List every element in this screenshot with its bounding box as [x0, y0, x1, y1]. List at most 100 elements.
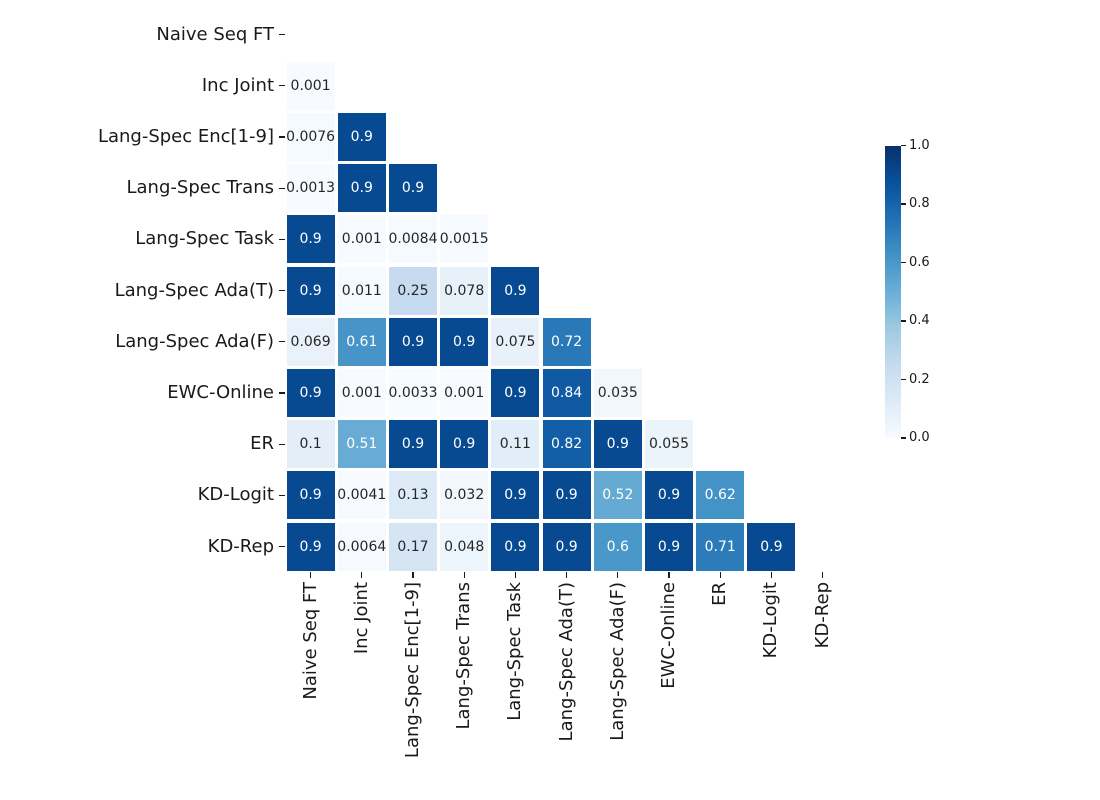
- row-label: KD-Logit: [197, 484, 274, 506]
- x-tick-mark: [566, 572, 568, 579]
- cell-value: 0.0084: [388, 231, 438, 248]
- heatmap: 0.001 0.0076 0.9 0.0013 0.9 0.9 0.9 0.001 0.0084…: [285, 9, 849, 573]
- colorbar-tick-label: 0.8: [909, 196, 930, 211]
- colorbar-tick-mark: [900, 261, 906, 264]
- y-tick-mark: [279, 290, 285, 292]
- x-tick-mark: [617, 572, 619, 579]
- x-tick-mark: [361, 572, 363, 579]
- y-tick-mark: [279, 238, 285, 240]
- cell-value: 0.9: [299, 231, 322, 248]
- y-tick-mark: [279, 341, 285, 343]
- heatmap-cell: 0.075: [491, 317, 540, 366]
- cell-value: 0.61: [346, 333, 378, 350]
- cell-value: 0.52: [602, 487, 634, 504]
- heatmap-cell: 0.001: [337, 368, 386, 418]
- cell-value: 0.17: [397, 538, 429, 555]
- y-tick-mark: [279, 443, 285, 445]
- cell-value: 0.0015: [439, 231, 489, 248]
- heatmap-cell: 0.25: [388, 266, 438, 315]
- heatmap-cell: 0.001: [337, 215, 386, 264]
- col-label: Inc Joint: [350, 582, 372, 655]
- heatmap-cell: 0.9: [542, 471, 591, 520]
- x-tick-mark: [822, 572, 824, 579]
- cell-value: 0.9: [504, 384, 527, 401]
- cell-value: 0.9: [299, 282, 322, 299]
- cell-value: 0.001: [341, 384, 382, 401]
- cell-value: 0.078: [444, 282, 485, 299]
- colorbar-tick-mark: [900, 203, 906, 205]
- cell-value: 0.001: [341, 231, 382, 248]
- heatmap-cell: 0.9: [337, 112, 386, 162]
- heatmap-cell: 0.0033: [388, 368, 438, 418]
- heatmap-cell: 0.069: [286, 317, 335, 366]
- x-tick-mark: [668, 572, 670, 579]
- cell-value: 0.001: [444, 384, 485, 401]
- cell-value: 0.0033: [388, 384, 438, 401]
- heatmap-cell: 0.001: [286, 61, 335, 110]
- heatmap-cell: 0.078: [440, 266, 489, 315]
- heatmap-cell: 0.048: [440, 522, 489, 571]
- heatmap-cell: 0.82: [542, 420, 591, 469]
- heatmap-cell: 0.9: [388, 317, 438, 366]
- cell-value: 0.9: [350, 128, 373, 145]
- cell-value: 0.075: [495, 333, 536, 350]
- heatmap-cell: 0.035: [593, 368, 642, 418]
- col-label: KD-Logit: [760, 582, 782, 659]
- heatmap-cell: 0.032: [440, 471, 489, 520]
- row-label: KD-Rep: [207, 535, 274, 557]
- cell-value: 0.048: [444, 538, 485, 555]
- heatmap-cell: 0.9: [388, 420, 438, 469]
- cell-value: 0.0064: [337, 538, 387, 555]
- col-label: Naive Seq FT: [299, 582, 321, 700]
- heatmap-cell: 0.0084: [388, 215, 438, 264]
- cell-value: 0.9: [504, 282, 527, 299]
- cell-value: 0.069: [290, 333, 331, 350]
- x-tick-mark: [310, 572, 312, 579]
- col-label: Lang-Spec Ada(T): [555, 582, 577, 742]
- row-label: Lang-Spec Task: [135, 228, 274, 250]
- heatmap-cell: 0.1: [286, 420, 335, 469]
- col-label: Lang-Spec Task: [504, 582, 526, 721]
- heatmap-cell: 0.84: [542, 368, 591, 418]
- heatmap-cell: 0.9: [593, 420, 642, 469]
- cell-value: 0.0041: [337, 487, 387, 504]
- cell-value: 0.9: [401, 333, 425, 350]
- heatmap-cell: 0.61: [337, 317, 386, 366]
- cell-value: 0.9: [299, 384, 322, 401]
- heatmap-cell: 0.9: [388, 164, 438, 213]
- cell-value: 0.62: [704, 487, 736, 504]
- heatmap-cell: 0.9: [286, 266, 335, 315]
- heatmap-cell: 0.9: [644, 471, 694, 520]
- row-label: Lang-Spec Enc[1-9]: [97, 126, 274, 147]
- y-tick-mark: [279, 34, 285, 36]
- cell-value: 0.9: [760, 538, 783, 555]
- colorbar-tick-mark: [900, 378, 906, 381]
- heatmap-cell: 0.13: [388, 471, 438, 520]
- colorbar-tick-label: 1.0: [909, 137, 930, 153]
- cell-value: 0.25: [397, 282, 429, 299]
- x-tick-mark: [514, 572, 516, 579]
- cell-value: 0.1: [299, 436, 322, 453]
- colorbar-tick-mark: [900, 144, 906, 147]
- colorbar-tick-label: 0.2: [909, 371, 930, 387]
- col-label: EWC-Online: [658, 582, 679, 689]
- heatmap-cell: 0.11: [491, 420, 540, 469]
- cell-value: 0.72: [551, 333, 583, 350]
- heatmap-cell: 0.0041: [337, 471, 387, 520]
- row-label: Inc Joint: [201, 74, 274, 96]
- heatmap-cell: 0.72: [542, 317, 591, 366]
- heatmap-cell: 0.9: [542, 522, 591, 571]
- colorbar-tick-label: 0.6: [909, 254, 930, 270]
- heatmap-cell: 0.62: [696, 471, 745, 520]
- y-tick-mark: [279, 392, 285, 394]
- heatmap-cell: 0.9: [337, 164, 386, 213]
- cell-value: 0.9: [555, 538, 578, 555]
- col-label: Lang-Spec Ada(F): [606, 582, 628, 741]
- cell-value: 0.9: [299, 487, 322, 504]
- row-label: Lang-Spec Trans: [126, 177, 275, 199]
- heatmap-cell: 0.9: [491, 368, 540, 418]
- cell-value: 0.9: [401, 436, 425, 453]
- y-tick-mark: [279, 546, 285, 548]
- heatmap-cell: 0.9: [644, 522, 694, 571]
- heatmap-cell: 0.9: [491, 471, 540, 520]
